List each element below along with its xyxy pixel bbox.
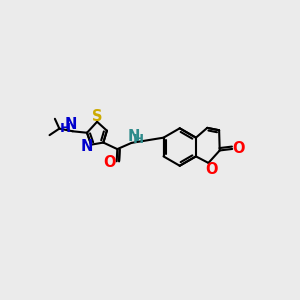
Text: O: O xyxy=(232,141,244,156)
Text: H: H xyxy=(133,133,144,146)
Text: S: S xyxy=(92,109,102,124)
Text: H: H xyxy=(60,122,71,135)
Text: N: N xyxy=(80,139,93,154)
Text: O: O xyxy=(103,155,116,170)
Text: N: N xyxy=(128,128,140,143)
Text: O: O xyxy=(206,162,218,177)
Text: N: N xyxy=(64,117,76,132)
